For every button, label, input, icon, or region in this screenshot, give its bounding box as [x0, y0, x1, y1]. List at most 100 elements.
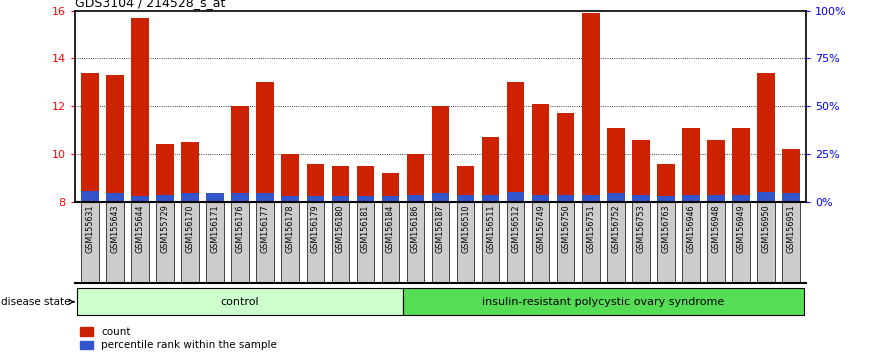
Bar: [282, 202, 299, 283]
Bar: [357, 166, 374, 202]
Bar: [81, 73, 99, 202]
Bar: [78, 288, 403, 315]
Bar: [232, 193, 249, 202]
Text: GSM156951: GSM156951: [787, 204, 796, 253]
Bar: [307, 196, 324, 202]
Bar: [432, 202, 449, 283]
Bar: [682, 202, 700, 283]
Bar: [407, 202, 425, 283]
Bar: [682, 195, 700, 202]
Bar: [782, 193, 800, 202]
Bar: [657, 196, 675, 202]
Bar: [456, 166, 474, 202]
Text: GSM156751: GSM156751: [586, 204, 596, 253]
Bar: [632, 140, 649, 202]
Bar: [381, 173, 399, 202]
Bar: [181, 193, 199, 202]
Bar: [357, 196, 374, 202]
Bar: [81, 191, 99, 202]
Bar: [557, 195, 574, 202]
Bar: [532, 202, 550, 283]
Text: GSM156946: GSM156946: [686, 204, 695, 253]
Bar: [758, 192, 774, 202]
Bar: [782, 202, 800, 283]
Bar: [707, 195, 725, 202]
Bar: [131, 202, 149, 283]
Bar: [507, 202, 524, 283]
Text: GSM156511: GSM156511: [486, 204, 495, 253]
Bar: [432, 193, 449, 202]
Bar: [532, 104, 550, 202]
Bar: [407, 154, 425, 202]
Bar: [331, 202, 349, 283]
Bar: [307, 202, 324, 283]
Text: GSM156180: GSM156180: [336, 204, 344, 253]
Bar: [256, 82, 274, 202]
Bar: [707, 202, 725, 283]
Text: GSM156510: GSM156510: [461, 204, 470, 253]
Bar: [532, 195, 550, 202]
Text: GSM156949: GSM156949: [737, 204, 745, 253]
Bar: [331, 196, 349, 202]
Text: GSM156753: GSM156753: [636, 204, 646, 253]
Bar: [557, 113, 574, 202]
Bar: [181, 202, 199, 283]
Bar: [657, 202, 675, 283]
Text: GDS3104 / 214528_s_at: GDS3104 / 214528_s_at: [75, 0, 226, 10]
Bar: [456, 195, 474, 202]
Text: GSM155644: GSM155644: [136, 204, 144, 253]
Bar: [131, 196, 149, 202]
Text: GSM156170: GSM156170: [186, 204, 195, 253]
Bar: [407, 195, 425, 202]
Text: GSM156171: GSM156171: [211, 204, 219, 253]
Text: GSM156176: GSM156176: [235, 204, 245, 253]
Bar: [657, 164, 675, 202]
Bar: [482, 202, 500, 283]
Text: GSM156950: GSM156950: [761, 204, 771, 253]
Text: GSM156186: GSM156186: [411, 204, 420, 253]
Text: GSM156752: GSM156752: [611, 204, 620, 253]
Bar: [256, 193, 274, 202]
Bar: [456, 202, 474, 283]
Bar: [482, 137, 500, 202]
Legend: count, percentile rank within the sample: count, percentile rank within the sample: [80, 327, 277, 350]
Bar: [582, 195, 599, 202]
Text: GSM156184: GSM156184: [386, 204, 395, 253]
Bar: [682, 128, 700, 202]
Text: GSM156749: GSM156749: [537, 204, 545, 253]
Text: insulin-resistant polycystic ovary syndrome: insulin-resistant polycystic ovary syndr…: [482, 297, 724, 307]
Bar: [557, 202, 574, 283]
Bar: [758, 202, 774, 283]
Bar: [156, 195, 174, 202]
Bar: [206, 202, 224, 283]
Bar: [707, 140, 725, 202]
Bar: [156, 144, 174, 202]
Bar: [582, 13, 599, 202]
Bar: [307, 164, 324, 202]
Text: GSM156178: GSM156178: [285, 204, 295, 253]
Bar: [758, 73, 774, 202]
Bar: [81, 202, 99, 283]
Text: GSM156750: GSM156750: [561, 204, 570, 253]
Bar: [156, 202, 174, 283]
Bar: [632, 195, 649, 202]
Bar: [403, 288, 803, 315]
Bar: [282, 154, 299, 202]
Bar: [732, 128, 750, 202]
Text: control: control: [221, 297, 260, 307]
Text: GSM155643: GSM155643: [110, 204, 120, 253]
Bar: [131, 18, 149, 202]
Text: GSM156179: GSM156179: [311, 204, 320, 253]
Bar: [381, 196, 399, 202]
Bar: [632, 202, 649, 283]
Bar: [331, 166, 349, 202]
Text: GSM156763: GSM156763: [662, 204, 670, 253]
Bar: [607, 193, 625, 202]
Bar: [206, 193, 224, 202]
Bar: [607, 128, 625, 202]
Text: GSM155631: GSM155631: [85, 204, 94, 253]
Bar: [607, 202, 625, 283]
Bar: [582, 202, 599, 283]
Bar: [181, 142, 199, 202]
Bar: [107, 193, 123, 202]
